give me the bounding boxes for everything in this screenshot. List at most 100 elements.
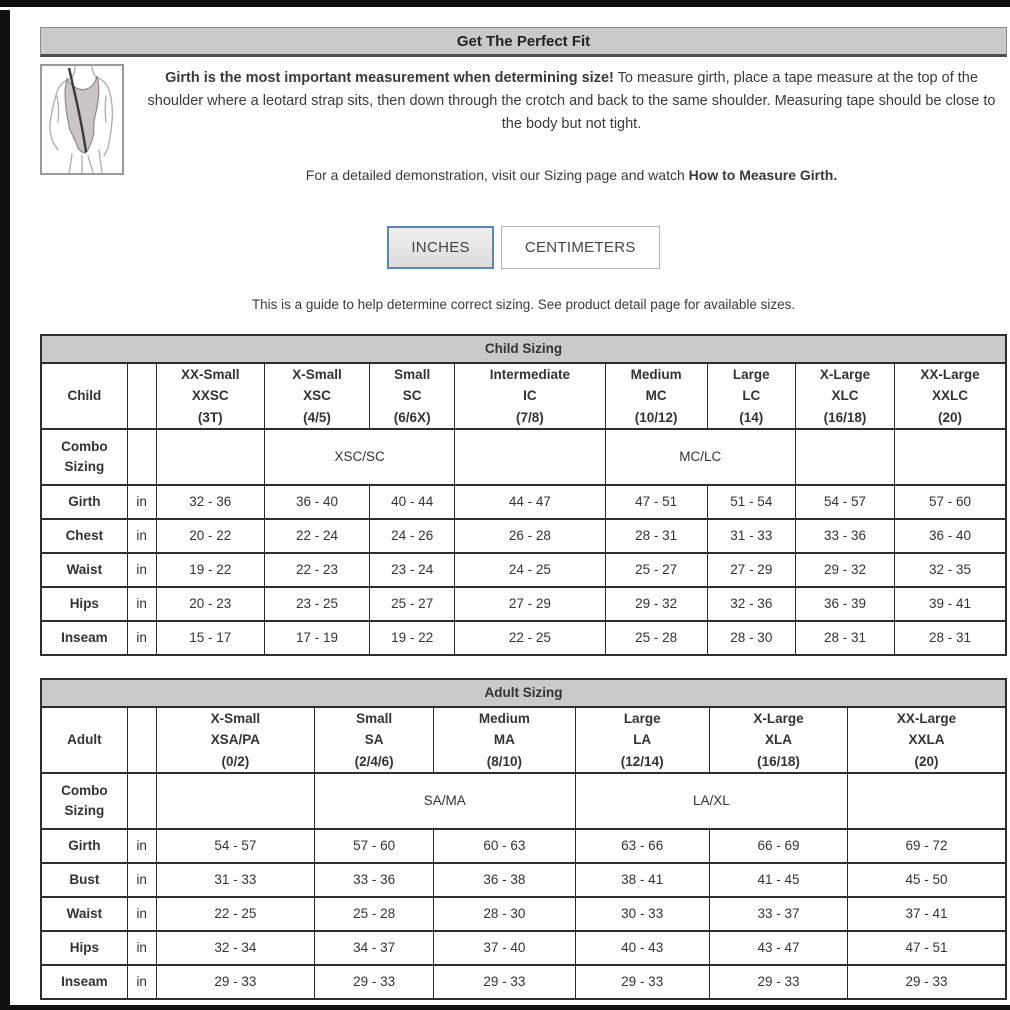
combo-cell: LA/XL bbox=[574, 771, 849, 830]
size-header-line: XSA/PA bbox=[210, 732, 261, 748]
size-header-line: XSC bbox=[303, 388, 331, 404]
size-header-line: (14) bbox=[739, 409, 764, 425]
measurement-value: 32 - 34 bbox=[155, 929, 316, 966]
size-column-header: X-Small XSC (4/5) bbox=[263, 361, 371, 430]
measurement-label: Chest bbox=[40, 517, 128, 554]
measurement-value: 29 - 33 bbox=[155, 963, 316, 1000]
measurement-value: 17 - 19 bbox=[263, 619, 371, 656]
corner-label: Child bbox=[40, 361, 128, 430]
combo-label: Combo Sizing bbox=[40, 771, 128, 830]
page-frame-left bbox=[0, 10, 10, 1010]
intro-section: Girth is the most important measurement … bbox=[40, 64, 1007, 186]
measurement-value: 36 - 38 bbox=[433, 861, 576, 898]
measurement-value: 45 - 50 bbox=[847, 861, 1007, 898]
measurement-value: 25 - 28 bbox=[314, 895, 435, 932]
size-header-line: XXLA bbox=[908, 732, 945, 748]
measurement-value: 69 - 72 bbox=[847, 827, 1007, 864]
size-header-line: (10/12) bbox=[634, 409, 678, 425]
unit-cell: in bbox=[126, 963, 157, 1000]
combo-sizing-row: Combo Sizing XSC/SC MC/LC bbox=[40, 427, 1007, 486]
size-header-line: X-Large bbox=[753, 710, 804, 726]
combo-cell bbox=[847, 771, 1007, 830]
measurement-value: 25 - 28 bbox=[604, 619, 708, 656]
measurement-value: 63 - 66 bbox=[574, 827, 710, 864]
measurement-value: 20 - 23 bbox=[155, 585, 265, 622]
unit-header-cell bbox=[126, 705, 157, 774]
combo-sizing-row: Combo Sizing SA/MA LA/XL bbox=[40, 771, 1007, 830]
page-frame-bottom bbox=[0, 1005, 1010, 1010]
combo-cell bbox=[894, 427, 1007, 486]
measurement-value: 30 - 33 bbox=[574, 895, 710, 932]
adult-sizing-table: Adult Sizing Adult X-Small XSA/PA (0/2) Small… bbox=[40, 677, 1007, 1000]
size-column-header: X-Large XLC (16/18) bbox=[794, 361, 896, 430]
demo-sentence: For a detailed demonstration, visit our … bbox=[136, 164, 1007, 186]
size-header-line: (4/5) bbox=[303, 409, 331, 425]
size-header-row: Child XX-Small XXSC (3T) X-Small XSC (4/5) Smal… bbox=[40, 361, 1007, 430]
measurement-label: Inseam bbox=[40, 619, 128, 656]
table-title-row: Child Sizing bbox=[40, 333, 1007, 364]
measurement-label: Inseam bbox=[40, 963, 128, 1000]
table-row: Girth in 54 - 57 57 - 60 60 - 63 63 - 66 66 - … bbox=[40, 827, 1007, 864]
measurement-value: 54 - 57 bbox=[794, 483, 896, 520]
combo-cell bbox=[155, 771, 316, 830]
size-column-header: Small SA (2/4/6) bbox=[314, 705, 435, 774]
measurement-value: 28 - 30 bbox=[706, 619, 796, 656]
measurement-value: 15 - 17 bbox=[155, 619, 265, 656]
measurement-value: 36 - 40 bbox=[263, 483, 371, 520]
combo-unit-cell bbox=[126, 427, 157, 486]
sizing-guide-page: Get The Perfect Fit bbox=[40, 7, 1007, 1000]
size-header-line: (6/6X) bbox=[393, 409, 431, 425]
unit-cell: in bbox=[126, 929, 157, 966]
centimeters-button[interactable]: CENTIMETERS bbox=[500, 225, 660, 269]
measurement-value: 22 - 24 bbox=[263, 517, 371, 554]
measurement-label: Waist bbox=[40, 551, 128, 588]
measurement-value: 28 - 30 bbox=[433, 895, 576, 932]
sizing-guide-note: This is a guide to help determine correc… bbox=[251, 296, 796, 312]
leotard-figure-icon bbox=[49, 66, 114, 173]
size-column-header: X-Small XSA/PA (0/2) bbox=[155, 705, 316, 774]
size-column-header: Large LC (14) bbox=[706, 361, 796, 430]
size-header-line: (7/8) bbox=[516, 409, 544, 425]
girth-measure-line bbox=[67, 67, 88, 153]
table-row: Hips in 32 - 34 34 - 37 37 - 40 40 - 43 43 - 4… bbox=[40, 929, 1007, 966]
intro-text: Girth is the most important measurement … bbox=[136, 64, 1007, 186]
demo-sentence-bold: How to Measure Girth. bbox=[688, 166, 838, 183]
size-column-header: X-Large XLA (16/18) bbox=[708, 705, 849, 774]
measurement-label: Bust bbox=[40, 861, 128, 898]
size-header-line: XX-Large bbox=[920, 366, 980, 382]
measurement-value: 23 - 25 bbox=[263, 585, 371, 622]
measurement-value: 66 - 69 bbox=[708, 827, 849, 864]
size-header-line: Large bbox=[623, 710, 661, 726]
measurement-value: 47 - 51 bbox=[604, 483, 708, 520]
leotard-girth-illustration bbox=[40, 64, 124, 175]
unit-toggle: INCHES CENTIMETERS bbox=[40, 225, 1007, 269]
measurement-label: Hips bbox=[40, 585, 128, 622]
size-header-line: Medium bbox=[478, 710, 530, 726]
size-column-header: Medium MA (8/10) bbox=[433, 705, 576, 774]
measurement-value: 28 - 31 bbox=[604, 517, 708, 554]
measurement-value: 39 - 41 bbox=[894, 585, 1007, 622]
page-frame-top bbox=[0, 0, 1010, 7]
size-header-line: (20) bbox=[938, 409, 963, 425]
inches-button[interactable]: INCHES bbox=[387, 225, 494, 269]
size-column-header: Intermediate IC (7/8) bbox=[454, 361, 606, 430]
measurement-value: 47 - 51 bbox=[847, 929, 1007, 966]
size-header-line: LC bbox=[742, 388, 761, 404]
measurement-value: 19 - 22 bbox=[155, 551, 265, 588]
table-row: Chest in 20 - 22 22 - 24 24 - 26 26 - 28 28 - … bbox=[40, 517, 1007, 554]
unit-cell: in bbox=[126, 551, 157, 588]
measurement-value: 33 - 36 bbox=[314, 861, 435, 898]
corner-label: Adult bbox=[40, 705, 128, 774]
combo-cell bbox=[454, 427, 606, 486]
unit-cell: in bbox=[126, 585, 157, 622]
measurement-value: 29 - 33 bbox=[708, 963, 849, 1000]
size-header-line: (8/10) bbox=[486, 753, 523, 769]
size-header-line: LA bbox=[633, 732, 652, 748]
table-row: Girth in 32 - 36 36 - 40 40 - 44 44 - 47 47 - … bbox=[40, 483, 1007, 520]
size-column-header: Medium MC (10/12) bbox=[604, 361, 708, 430]
size-header-line: XLC bbox=[831, 388, 859, 404]
combo-cell bbox=[794, 427, 896, 486]
measurement-value: 29 - 33 bbox=[574, 963, 710, 1000]
measurement-value: 43 - 47 bbox=[708, 929, 849, 966]
size-column-header: XX-Large XXLA (20) bbox=[847, 705, 1007, 774]
